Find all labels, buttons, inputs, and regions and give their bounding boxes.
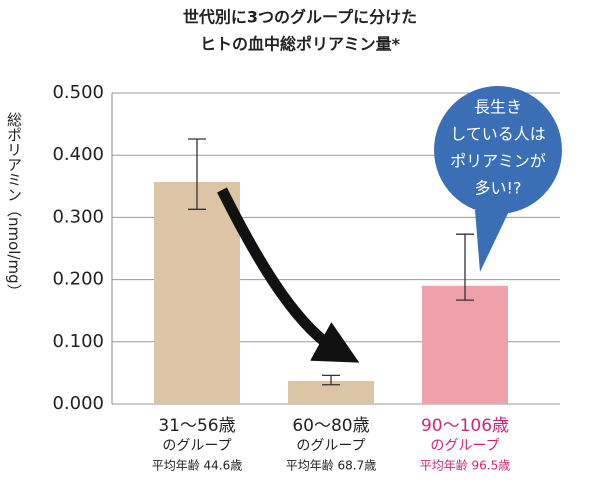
y-tick-label: 0.100 <box>52 331 104 352</box>
chart-title: 世代別に3つのグループに分けた <box>183 8 417 27</box>
x-tick-label: 31〜56歳 <box>158 416 235 436</box>
x-tick-note: のグループ <box>162 438 231 454</box>
speech-bubble <box>434 86 562 214</box>
speech-bubble <box>475 205 512 272</box>
y-tick-label: 0.000 <box>52 393 104 414</box>
annotation: している人は <box>450 125 546 144</box>
y-tick-label: 0.300 <box>52 206 104 227</box>
x-tick-label: 60〜80歳 <box>292 416 369 436</box>
y-tick-label: 0.400 <box>52 144 104 165</box>
x-tick-note: 平均年齢 68.7歳 <box>286 458 377 473</box>
annotation: ポリアミンが <box>450 152 546 171</box>
annotation: 長生き <box>474 98 522 117</box>
annotation: 多い!? <box>475 179 522 198</box>
bar <box>422 285 508 404</box>
x-tick-label: 90〜106歳 <box>421 416 509 436</box>
y-axis-label: 総ポリアミン（nmol/mg） <box>5 112 23 299</box>
error-bar <box>188 138 206 210</box>
bar <box>288 380 374 404</box>
error-bar <box>322 374 340 386</box>
chart-title: ヒトの血中総ポリアミン量* <box>200 35 401 54</box>
arrow <box>217 187 360 363</box>
error-bar <box>456 233 474 301</box>
x-tick-note: のグループ <box>296 438 365 454</box>
bar <box>154 181 240 404</box>
x-tick-note: 平均年齢 96.5歳 <box>420 458 511 473</box>
x-tick-note: 平均年齢 44.6歳 <box>152 458 243 473</box>
y-tick-label: 0.500 <box>52 82 104 103</box>
x-tick-note: のグループ <box>430 438 499 454</box>
y-tick-label: 0.200 <box>52 269 104 290</box>
